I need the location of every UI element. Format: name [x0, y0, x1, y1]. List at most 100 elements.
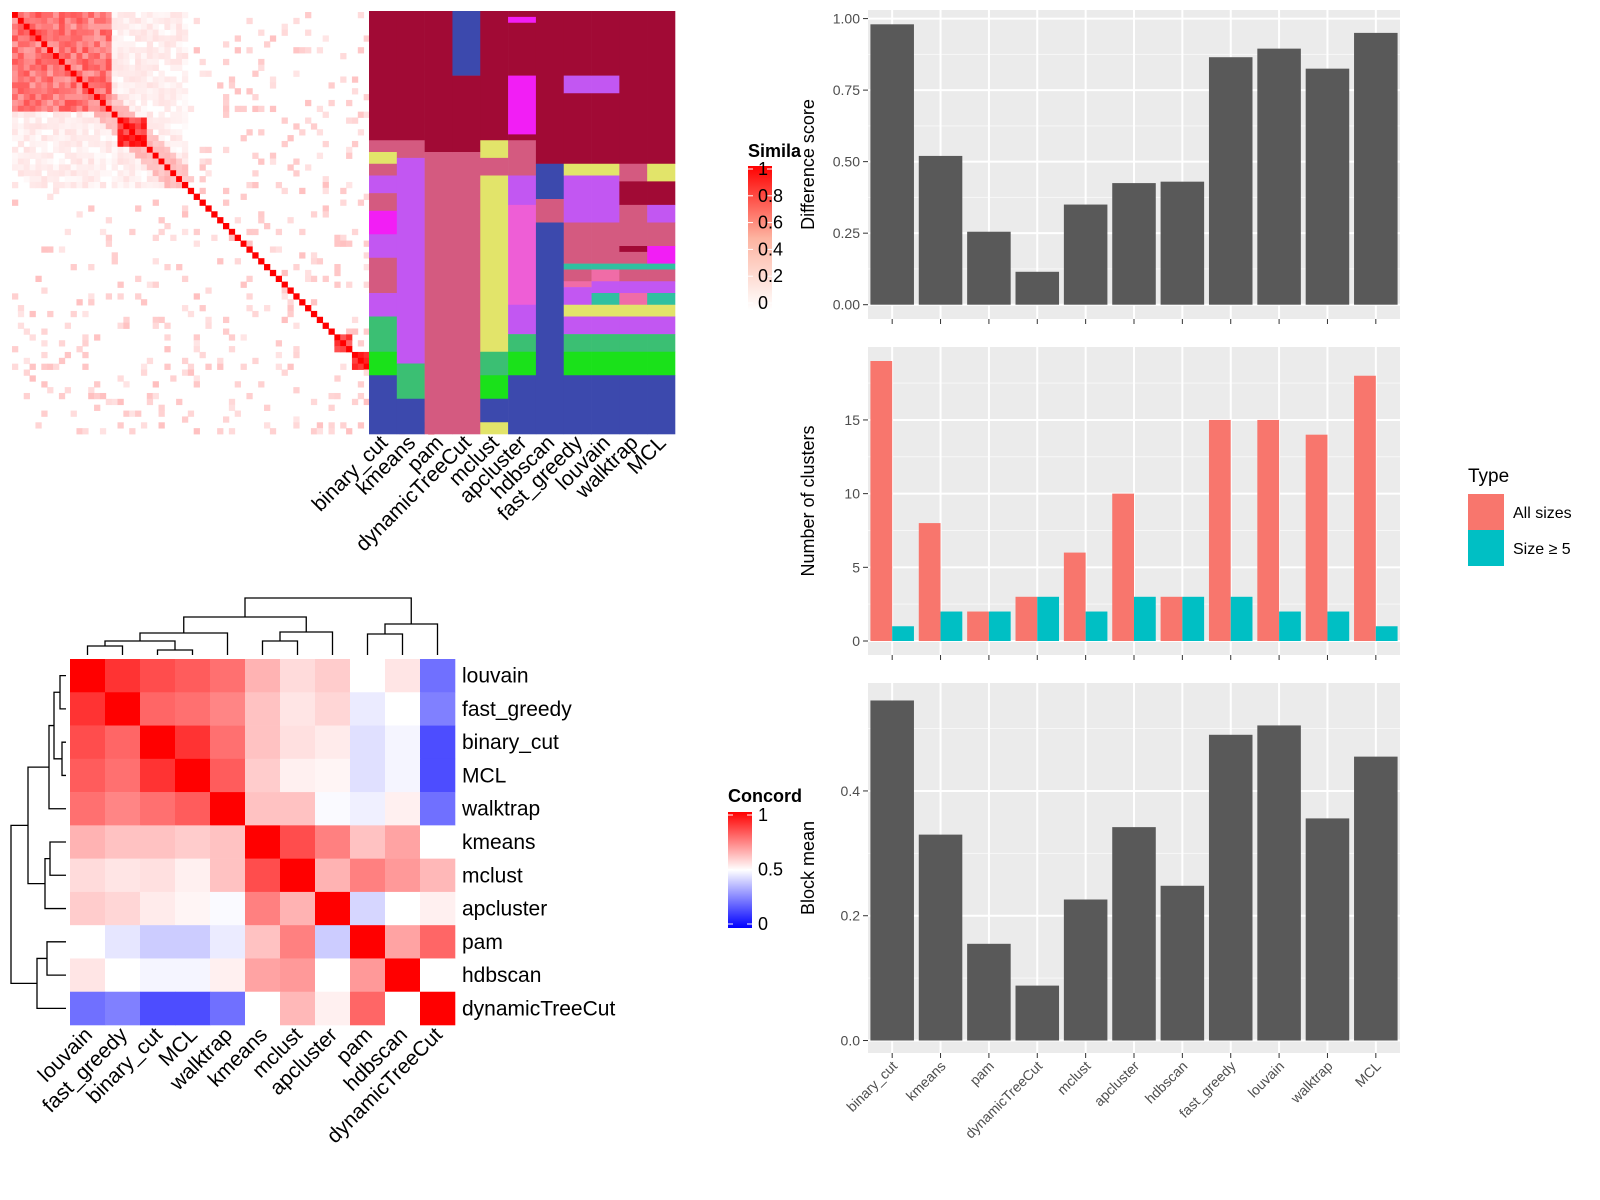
similarity-cell	[135, 140, 142, 148]
similarity-cell	[340, 340, 347, 347]
similarity-cell	[152, 99, 159, 107]
similarity-cell	[64, 170, 72, 177]
similarity-cell	[23, 29, 30, 36]
similarity-cell	[12, 346, 19, 353]
similarity-legend-ticks: 10.80.60.40.20	[748, 159, 783, 313]
similarity-cell	[135, 293, 142, 300]
similarity-cell	[99, 164, 107, 171]
similarity-cell	[316, 258, 324, 265]
similarity-cell	[146, 41, 154, 48]
similarity-cell	[234, 258, 241, 265]
similarity-cell	[334, 264, 341, 271]
similarity-cell	[76, 58, 83, 66]
similarity-cell	[105, 240, 113, 247]
similarity-cell	[310, 428, 318, 435]
similarity-cell	[152, 23, 159, 30]
class-cell	[396, 398, 425, 435]
similarity-cell	[105, 47, 113, 54]
similarity-cell	[41, 181, 48, 189]
similarity-cell	[35, 181, 42, 189]
similarity-cell	[164, 17, 171, 25]
similarity-cell	[123, 170, 130, 177]
similarity-cell	[47, 310, 54, 318]
similarity-cell	[88, 392, 95, 400]
similarity-cell	[47, 64, 54, 72]
similarity-cell	[158, 217, 165, 224]
similarity-cell	[12, 164, 19, 171]
similarity-cell	[152, 58, 159, 66]
class-cell	[369, 351, 398, 376]
similarity-cell	[170, 146, 177, 154]
similarity-cell	[164, 117, 171, 124]
similarity-cell	[140, 64, 148, 72]
similarity-cell	[293, 422, 300, 429]
similarity-cell	[29, 146, 36, 154]
similarity-cell	[269, 158, 277, 165]
similarity-cell	[181, 94, 189, 101]
class-cell	[619, 263, 648, 270]
similarity-cell	[346, 428, 353, 435]
similarity-cell	[293, 70, 300, 77]
similarity-cell	[76, 146, 83, 154]
similarity-cell	[152, 322, 159, 329]
similarity-cell	[29, 170, 36, 177]
class-cell	[591, 351, 620, 376]
similarity-cell	[223, 416, 230, 423]
concordance-cell	[280, 725, 316, 760]
similarity-cell	[305, 99, 312, 107]
similarity-cell	[223, 328, 230, 335]
class-cell	[535, 163, 565, 200]
similarity-cell	[35, 70, 42, 77]
similarity-cell	[58, 123, 66, 130]
similarity-cell	[310, 258, 318, 265]
concordance-cell	[105, 991, 141, 1026]
similarity-cell	[193, 340, 200, 347]
similarity-cell	[64, 53, 72, 60]
similarity-cell	[53, 23, 60, 30]
similarity-cell	[94, 334, 101, 341]
similarity-cell	[53, 82, 60, 89]
similarity-cell	[41, 35, 48, 42]
similarity-cell	[275, 351, 283, 359]
similarity-cell	[269, 105, 277, 113]
similarity-cell	[152, 164, 159, 171]
similarity-cell	[29, 176, 36, 183]
similarity-cell	[70, 41, 77, 48]
similarity-cell	[146, 164, 154, 171]
concordance-cell	[350, 858, 386, 893]
similarity-cell	[346, 181, 353, 189]
similarity-cell	[53, 70, 60, 77]
similarity-cell	[258, 258, 265, 265]
class-cell	[508, 204, 537, 247]
similarity-cell	[82, 29, 89, 36]
concordance-cell	[245, 758, 281, 793]
similarity-cell	[135, 47, 142, 54]
similarity-cell	[99, 76, 107, 83]
class-cell	[647, 316, 676, 335]
concordance-heatmap	[70, 659, 456, 1026]
similarity-cell	[70, 170, 77, 177]
concordance-cell	[210, 858, 246, 893]
class-cell	[369, 257, 398, 294]
similarity-cell	[217, 428, 224, 435]
similarity-cell	[199, 176, 206, 183]
class-cell	[480, 11, 509, 141]
class-cell	[369, 293, 398, 317]
similarity-cell	[252, 357, 259, 365]
similarity-cell	[146, 117, 154, 124]
x-tick-label: walktrap	[1287, 1058, 1336, 1107]
class-cell	[591, 263, 620, 270]
similarity-cell	[76, 117, 83, 124]
concordance-row-label-kmeans: kmeans	[462, 831, 536, 854]
similarity-cell	[328, 422, 335, 429]
class-cell	[619, 269, 648, 282]
x-tick-label: apcluster	[1091, 1058, 1143, 1110]
concordance-cell	[70, 725, 106, 760]
similarity-cell	[17, 41, 25, 48]
class-cell	[591, 334, 620, 353]
similarity-cell	[12, 17, 19, 25]
concordance-cell	[175, 725, 211, 760]
similarity-cell	[111, 181, 118, 189]
similarity-cell	[76, 346, 83, 353]
